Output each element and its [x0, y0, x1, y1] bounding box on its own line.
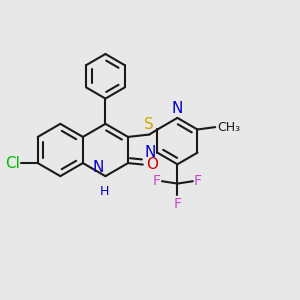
Text: N: N [93, 160, 104, 175]
Text: F: F [194, 174, 202, 188]
Text: N: N [172, 101, 183, 116]
Text: O: O [146, 157, 158, 172]
Text: S: S [144, 117, 154, 132]
Text: H: H [99, 185, 109, 198]
Text: F: F [153, 174, 161, 188]
Text: CH₃: CH₃ [217, 121, 240, 134]
Text: F: F [173, 197, 181, 211]
Text: N: N [145, 145, 156, 160]
Text: Cl: Cl [5, 156, 20, 171]
